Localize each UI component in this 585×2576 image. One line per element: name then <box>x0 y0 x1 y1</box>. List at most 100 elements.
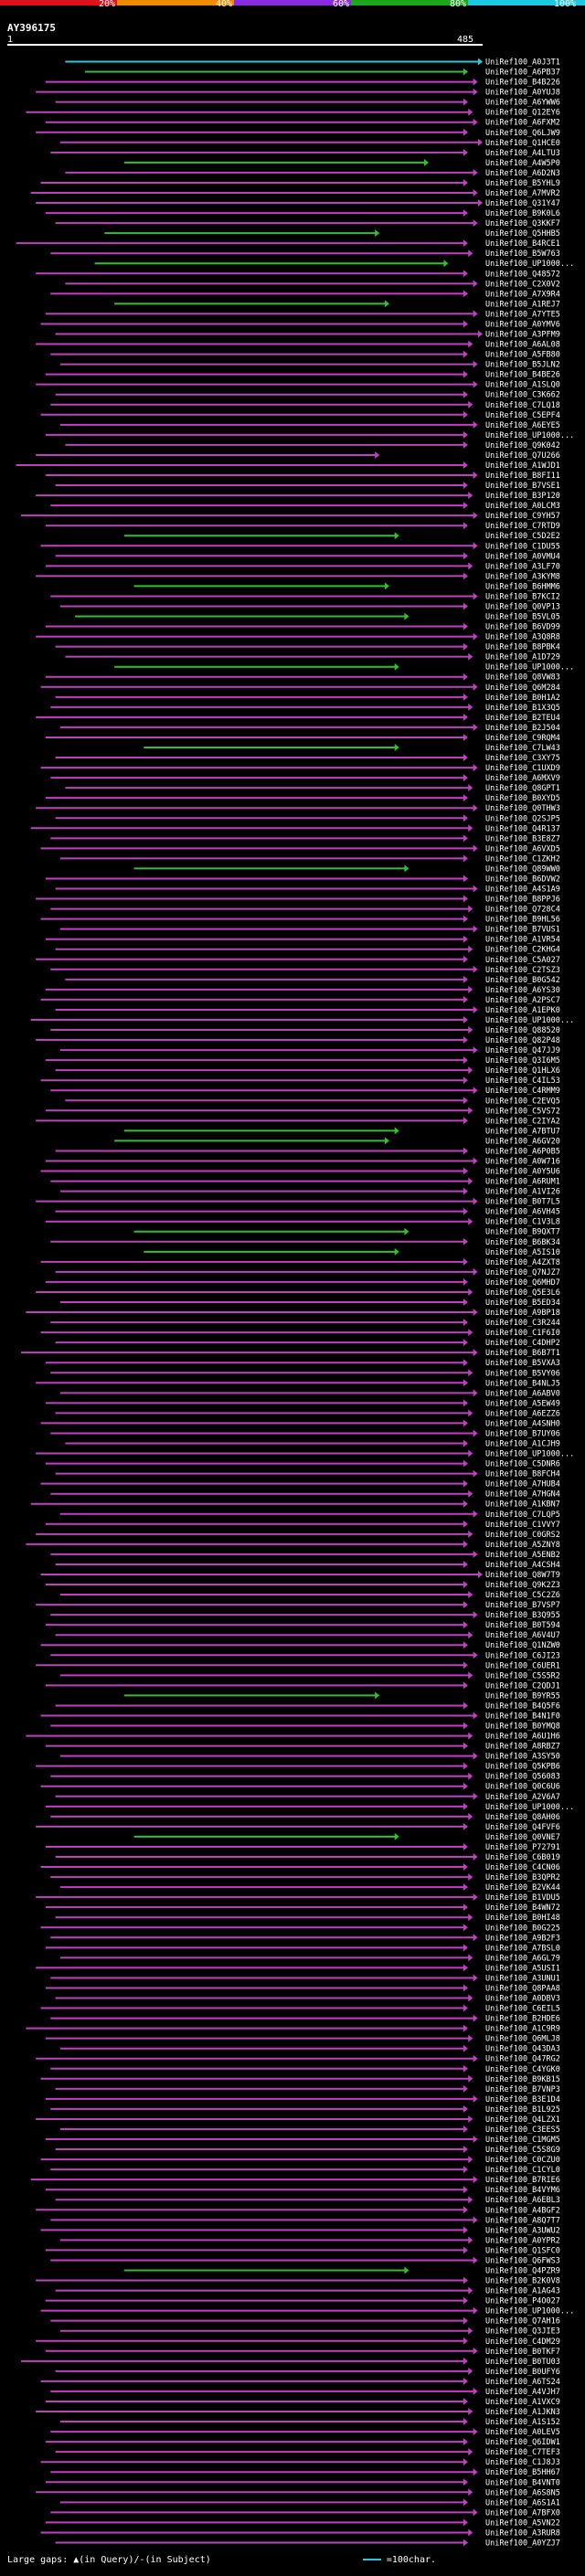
hit-label[interactable]: UniRef100_B9YR55 <box>485 1691 560 1701</box>
hit-label[interactable]: UniRef100_B4VNT0 <box>485 2478 560 2487</box>
hit-label[interactable]: UniRef100_Q4LZX1 <box>485 2115 560 2125</box>
hit-label[interactable]: UniRef100_C5S8G9 <box>485 2146 560 2155</box>
hit-label[interactable]: UniRef100_A1AG43 <box>485 2287 560 2296</box>
hit-label[interactable]: UniRef100_Q4R137 <box>485 824 560 833</box>
hit-label[interactable]: UniRef100_A6P0B5 <box>485 1147 560 1156</box>
hit-label[interactable]: UniRef100_A1S152 <box>485 2418 560 2427</box>
hit-label[interactable]: UniRef100_A6GV20 <box>485 1137 560 1146</box>
hit-label[interactable]: UniRef100_Q1SFC0 <box>485 2246 560 2255</box>
hit-label[interactable]: UniRef100_A6EBL3 <box>485 2196 560 2205</box>
hit-label[interactable]: UniRef100_A1C9R9 <box>485 2025 560 2034</box>
hit-label[interactable]: UniRef100_C2X0V2 <box>485 280 560 289</box>
hit-label[interactable]: UniRef100_Q48572 <box>485 270 560 279</box>
hit-label[interactable]: UniRef100_C7LQ18 <box>485 401 560 410</box>
hit-label[interactable]: UniRef100_Q12EY6 <box>485 109 560 118</box>
hit-label[interactable]: UniRef100_B2K0V8 <box>485 2277 560 2286</box>
hit-label[interactable]: UniRef100_B5HH67 <box>485 2468 560 2477</box>
hit-label[interactable]: UniRef100_A0LCM3 <box>485 502 560 511</box>
hit-label[interactable]: UniRef100_B8PBK4 <box>485 643 560 652</box>
hit-label[interactable]: UniRef100_A6FXM2 <box>485 119 560 128</box>
hit-label[interactable]: UniRef100_B8FI11 <box>485 472 560 481</box>
hit-label[interactable]: UniRef100_A5EW49 <box>485 1399 560 1408</box>
hit-label[interactable]: UniRef100_A6YS30 <box>485 986 560 995</box>
hit-label[interactable]: UniRef100_Q0C6U6 <box>485 1783 560 1792</box>
hit-label[interactable]: UniRef100_A6RUM1 <box>485 1178 560 1187</box>
hit-label[interactable]: UniRef100_B3E1D4 <box>485 2095 560 2104</box>
hit-label[interactable]: UniRef100_A1REJ7 <box>485 300 560 309</box>
hit-label[interactable]: UniRef100_B5W763 <box>485 249 560 259</box>
hit-label[interactable]: UniRef100_A3KYM8 <box>485 572 560 581</box>
hit-label[interactable]: UniRef100_B1L925 <box>485 2105 560 2115</box>
hit-label[interactable]: UniRef100_A3UWU2 <box>485 2226 560 2235</box>
hit-label[interactable]: UniRef100_B3E8Z7 <box>485 834 560 843</box>
hit-label[interactable]: UniRef100_A5IS10 <box>485 1248 560 1257</box>
hit-label[interactable]: UniRef100_C0CZU0 <box>485 2156 560 2165</box>
hit-label[interactable]: UniRef100_A6V4U7 <box>485 1631 560 1640</box>
hit-label[interactable]: UniRef100_Q9K042 <box>485 441 560 451</box>
hit-label[interactable]: UniRef100_B3Q955 <box>485 1611 560 1620</box>
hit-label[interactable]: UniRef100_A3UNU1 <box>485 1974 560 1983</box>
hit-label[interactable]: UniRef100_A3PFM9 <box>485 331 560 340</box>
hit-label[interactable]: UniRef100_A6GL79 <box>485 1954 560 1963</box>
hit-label[interactable]: UniRef100_B6HMM6 <box>485 582 560 591</box>
hit-label[interactable]: UniRef100_Q0THW3 <box>485 804 560 813</box>
hit-label[interactable]: UniRef100_B7UY06 <box>485 1429 560 1438</box>
hit-label[interactable]: UniRef100_A4LTU3 <box>485 149 560 158</box>
hit-label[interactable]: UniRef100_A0W716 <box>485 1157 560 1166</box>
hit-label[interactable]: UniRef100_A7MVR2 <box>485 189 560 198</box>
hit-label[interactable]: UniRef100_Q43DA3 <box>485 2045 560 2054</box>
hit-label[interactable]: UniRef100_A6PB37 <box>485 69 560 78</box>
hit-label[interactable]: UniRef100_C5C2Z6 <box>485 1591 560 1600</box>
hit-label[interactable]: UniRef100_B0G542 <box>485 976 560 985</box>
hit-label[interactable]: UniRef100_Q7AH16 <box>485 2317 560 2327</box>
hit-label[interactable]: UniRef100_C2EVQ5 <box>485 1097 560 1106</box>
hit-label[interactable]: UniRef100_Q4FVF6 <box>485 1823 560 1832</box>
hit-label[interactable]: UniRef100_A6S1A1 <box>485 2498 560 2507</box>
hit-label[interactable]: UniRef100_Q8VW83 <box>485 673 560 683</box>
hit-label[interactable]: UniRef100_A6VXD5 <box>485 844 560 853</box>
hit-label[interactable]: UniRef100_A7BSL0 <box>485 1944 560 1953</box>
hit-label[interactable]: UniRef100_B0H1A2 <box>485 694 560 703</box>
hit-label[interactable]: UniRef100_Q0VNE7 <box>485 1833 560 1842</box>
hit-label[interactable]: UniRef100_A6EZZ6 <box>485 1409 560 1418</box>
hit-label[interactable]: UniRef100_Q5KPB6 <box>485 1763 560 1772</box>
hit-label[interactable]: UniRef100_C6JI23 <box>485 1651 560 1660</box>
hit-label[interactable]: UniRef100_A4S1A9 <box>485 885 560 895</box>
hit-label[interactable]: UniRef100_A7BFX0 <box>485 2508 560 2518</box>
hit-label[interactable]: UniRef100_A0Y5U6 <box>485 1168 560 1177</box>
hit-label[interactable]: UniRef100_B4RCE1 <box>485 239 560 249</box>
hit-label[interactable]: UniRef100_A5ENB2 <box>485 1551 560 1560</box>
hit-label[interactable]: UniRef100_B0T7L5 <box>485 1198 560 1207</box>
hit-label[interactable]: UniRef100_A6S8N5 <box>485 2488 560 2497</box>
hit-label[interactable]: UniRef100_C7LQP5 <box>485 1511 560 1520</box>
hit-label[interactable]: UniRef100_B7RIE6 <box>485 2176 560 2185</box>
hit-label[interactable]: UniRef100_B1X3Q5 <box>485 704 560 713</box>
hit-label[interactable]: UniRef100_UP1000... <box>485 1803 574 1812</box>
hit-label[interactable]: UniRef100_B0TU03 <box>485 2358 560 2367</box>
hit-label[interactable]: UniRef100_A1VI26 <box>485 1188 560 1197</box>
hit-label[interactable]: UniRef100_A3SY50 <box>485 1753 560 1762</box>
hit-label[interactable]: UniRef100_UP1000... <box>485 2307 574 2316</box>
hit-label[interactable]: UniRef100_B3QPR2 <box>485 1873 560 1882</box>
hit-label[interactable]: UniRef100_C4RMM9 <box>485 1087 560 1096</box>
hit-label[interactable]: UniRef100_A4BGF2 <box>485 2206 560 2215</box>
hit-label[interactable]: UniRef100_A9BP18 <box>485 1309 560 1318</box>
hit-label[interactable]: UniRef100_A4SNH0 <box>485 1419 560 1428</box>
hit-label[interactable]: UniRef100_C5S5R2 <box>485 1671 560 1680</box>
hit-label[interactable]: UniRef100_A1WJD1 <box>485 461 560 471</box>
hit-label[interactable]: UniRef100_A0YZJ7 <box>485 2539 560 2548</box>
hit-label[interactable]: UniRef100_C1J8J3 <box>485 2458 560 2467</box>
hit-label[interactable]: UniRef100_A9B2F3 <box>485 1934 560 1943</box>
hit-label[interactable]: UniRef100_B6BK34 <box>485 1238 560 1247</box>
hit-label[interactable]: UniRef100_A7X9R4 <box>485 290 560 299</box>
hit-label[interactable]: UniRef100_A0VMU4 <box>485 552 560 561</box>
hit-label[interactable]: UniRef100_Q1HCE0 <box>485 139 560 148</box>
hit-label[interactable]: UniRef100_C4IL53 <box>485 1076 560 1086</box>
hit-label[interactable]: UniRef100_B3P120 <box>485 492 560 501</box>
hit-label[interactable]: UniRef100_C3K662 <box>485 391 560 400</box>
hit-label[interactable]: UniRef100_UP1000... <box>485 1016 574 1025</box>
hit-label[interactable]: UniRef100_A2PSC7 <box>485 996 560 1005</box>
hit-label[interactable]: UniRef100_Q31Y47 <box>485 199 560 208</box>
hit-label[interactable]: UniRef100_Q6FWS3 <box>485 2256 560 2265</box>
hit-label[interactable]: UniRef100_C9YH57 <box>485 512 560 521</box>
